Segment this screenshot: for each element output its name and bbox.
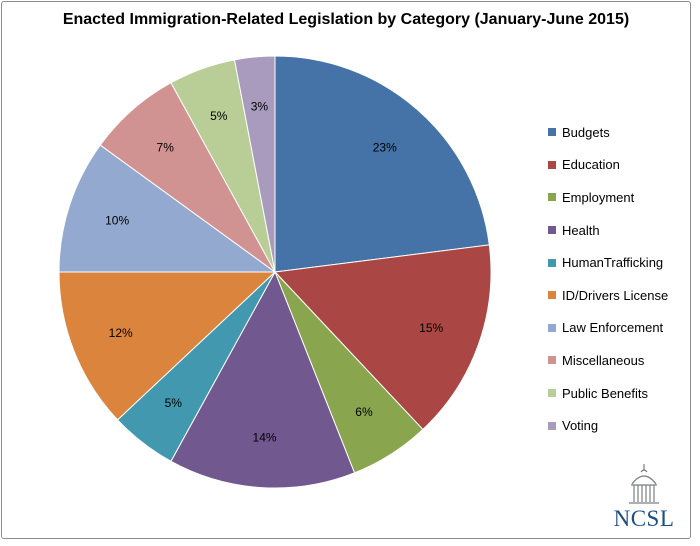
legend-swatch <box>548 389 556 398</box>
capitol-dome-icon <box>629 464 659 504</box>
legend-swatch <box>548 291 556 300</box>
legend-item: ID/Drivers License <box>548 279 668 312</box>
pie-data-label: 3% <box>251 100 269 114</box>
legend-swatch <box>548 128 556 137</box>
pie-data-label: 6% <box>355 405 373 419</box>
pie-slice-law-enforcement <box>58 144 277 273</box>
legend-item: Voting <box>548 409 668 442</box>
pie-data-label: 23% <box>373 140 397 154</box>
pie-data-label: 7% <box>157 140 175 154</box>
pie-data-label: 5% <box>165 396 183 410</box>
legend-item: Law Enforcement <box>548 312 668 345</box>
pie-data-label: 5% <box>210 109 228 123</box>
legend-item: Health <box>548 214 668 247</box>
legend-swatch <box>548 258 556 267</box>
legend-swatch <box>548 226 556 235</box>
chart-title: Enacted Immigration-Related Legislation … <box>62 11 630 28</box>
legend: Budgets Education Employment Health HumanTra… <box>548 116 668 442</box>
pie-slice-id-drivers-license <box>58 271 277 421</box>
pie-data-label: 10% <box>105 214 129 228</box>
legend-label: HumanTrafficking <box>562 255 664 271</box>
legend-label: ID/Drivers License <box>562 287 669 303</box>
legend-label: Budgets <box>562 124 610 140</box>
legend-swatch <box>548 421 556 430</box>
legend-item: Education <box>548 149 668 182</box>
legend-label: Public Benefits <box>562 385 648 401</box>
legend-label: Education <box>562 157 620 173</box>
legend-label: Voting <box>562 418 599 434</box>
ncsl-logo: NCSL <box>612 462 676 532</box>
pie-data-label: 15% <box>419 321 443 335</box>
legend-swatch <box>548 323 556 332</box>
legend-swatch <box>548 356 556 365</box>
legend-item: Miscellaneous <box>548 344 668 377</box>
legend-item: HumanTrafficking <box>548 246 668 279</box>
pie-slice-health <box>170 270 356 489</box>
legend-label: Employment <box>562 189 635 205</box>
legend-swatch <box>548 160 556 169</box>
pie-slice-voting <box>233 55 276 273</box>
pie-data-label: 12% <box>109 326 133 340</box>
pie-slice-budgets <box>274 55 490 273</box>
pie-data-label: 14% <box>253 431 277 445</box>
logo-text: NCSL <box>613 506 675 531</box>
legend-item: Budgets <box>548 116 668 149</box>
legend-item: Public Benefits <box>548 377 668 410</box>
legend-swatch <box>548 193 556 202</box>
legend-label: Miscellaneous <box>562 352 645 368</box>
legend-label: Law Enforcement <box>562 320 664 336</box>
legend-item: Employment <box>548 181 668 214</box>
pie-slice-education <box>273 244 492 431</box>
legend-label: Health <box>562 222 600 238</box>
